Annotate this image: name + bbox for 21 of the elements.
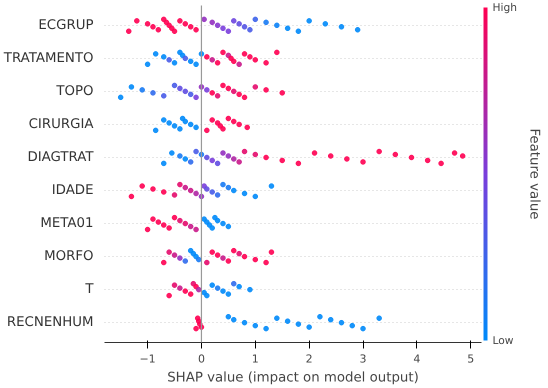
- color-bar-label: High: [492, 1, 517, 14]
- x-tick-label: 1: [252, 352, 259, 366]
- x-tick-label: 5: [467, 352, 474, 366]
- y-tick-label: T: [84, 282, 94, 298]
- y-tick-label: MORFO: [44, 249, 94, 264]
- y-tick-label: META01: [40, 216, 94, 232]
- x-tick-label: 3: [360, 352, 367, 366]
- x-tick-label: 2: [306, 352, 313, 366]
- y-tick-label: RECNENHUM: [6, 315, 94, 330]
- y-tick-label: TRATAMENTO: [2, 50, 94, 66]
- x-tick-label: 4: [413, 352, 420, 366]
- color-bar-label: Low: [492, 334, 514, 347]
- x-tick-label: −1: [139, 352, 156, 366]
- x-axis-title: SHAP value (impact on model output): [167, 370, 419, 386]
- color-bar-title: Feature value: [526, 128, 542, 220]
- y-tick-label: DIAGTRAT: [27, 150, 94, 165]
- y-tick-label: CIRURGIA: [28, 116, 94, 132]
- y-tick-label: TOPO: [55, 84, 94, 99]
- y-tick-label: IDADE: [52, 183, 94, 198]
- y-tick-label: ECGRUP: [38, 18, 94, 33]
- x-tick-label: 0: [198, 352, 205, 366]
